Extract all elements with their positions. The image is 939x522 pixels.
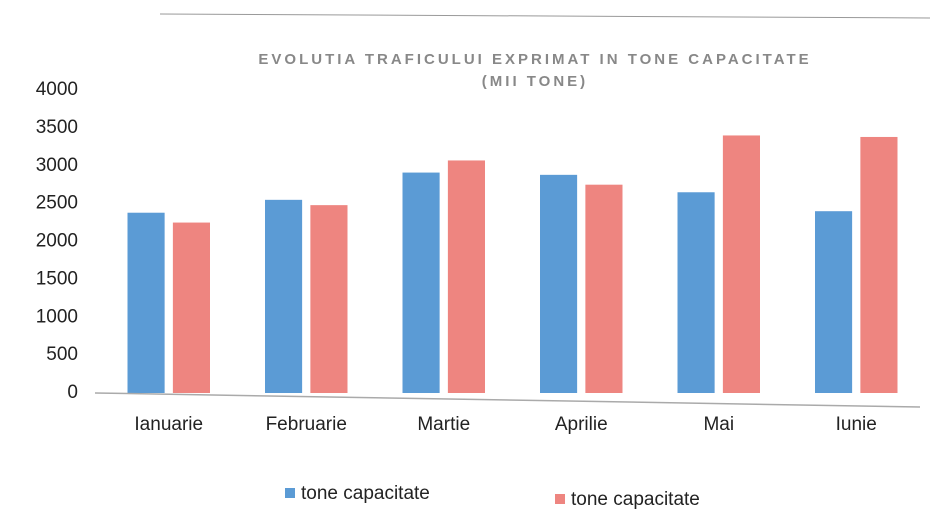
x-tick-label: Martie xyxy=(417,414,470,435)
bar xyxy=(127,212,165,393)
legend-swatch xyxy=(555,494,565,504)
y-tick-label: 3000 xyxy=(36,155,78,176)
legend-swatch xyxy=(285,488,295,498)
scan-edge xyxy=(159,13,931,19)
bar xyxy=(722,135,760,393)
x-tick-label: Mai xyxy=(703,414,734,435)
y-tick-label: 2000 xyxy=(36,231,78,252)
x-tick-label: Aprilie xyxy=(555,414,608,435)
bar xyxy=(310,205,348,393)
y-tick-label: 0 xyxy=(67,382,78,403)
y-tick-label: 1000 xyxy=(36,306,78,327)
x-tick-label: Iunie xyxy=(836,414,877,435)
x-tick-label: Ianuarie xyxy=(134,414,203,435)
y-tick-label: 2500 xyxy=(36,193,78,214)
bar xyxy=(677,192,715,393)
bar xyxy=(815,211,853,393)
bar xyxy=(860,136,898,393)
y-tick-label: 500 xyxy=(46,344,78,365)
bar xyxy=(402,172,440,393)
bar xyxy=(447,160,485,393)
legend-label: tone capacitate xyxy=(301,483,430,504)
legend-label: tone capacitate xyxy=(571,489,700,510)
bar xyxy=(172,222,210,393)
chart-title: EVOLUTIA TRAFICULUI EXPRIMAT IN TONE CAP… xyxy=(258,51,811,68)
y-tick-label: 1500 xyxy=(36,268,78,289)
bar xyxy=(585,184,623,393)
y-tick-label: 4000 xyxy=(36,79,78,100)
bar xyxy=(540,174,578,393)
x-axis xyxy=(94,392,921,408)
bar xyxy=(265,199,303,393)
chart-subtitle: (MII TONE) xyxy=(482,73,588,90)
x-tick-label: Februarie xyxy=(266,414,347,435)
y-tick-label: 3500 xyxy=(36,117,78,138)
